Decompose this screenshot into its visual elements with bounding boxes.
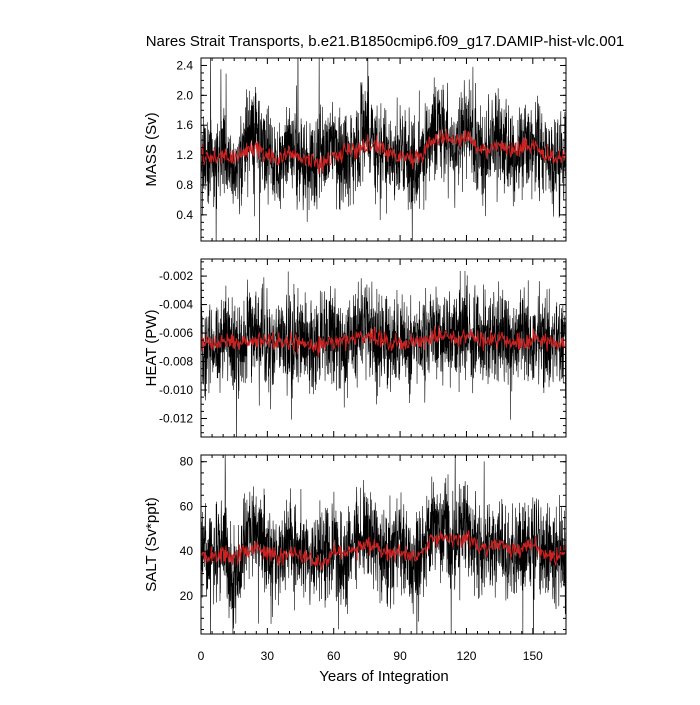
y-tick-label: -0.006 (159, 326, 193, 340)
series-line-smoothed (201, 530, 566, 572)
panel-1: 0.4 0.8 1.2 1.6 2.0 2.4 MASS (Sv) (143, 57, 567, 242)
series-line-raw (201, 455, 566, 634)
y-tick-label: 20 (180, 589, 194, 603)
y-tick-label: 80 (180, 455, 194, 469)
y-tick-label: 1.2 (176, 148, 193, 162)
series-line-raw (201, 58, 566, 241)
panel-3: 20 40 60 80 SALT (Sv*ppt) (143, 454, 567, 635)
x-tick-label: 30 (261, 649, 275, 663)
y-axis-label: HEAT (PW) (143, 310, 160, 387)
y-tick-label: 40 (180, 544, 194, 558)
chart-title: Nares Strait Transports, b.e21.B1850cmip… (146, 33, 625, 50)
x-tick-label: 150 (523, 649, 543, 663)
x-tick-label: 0 (198, 649, 205, 663)
y-tick-label: -0.008 (159, 355, 193, 369)
y-tick-label: 0.8 (176, 178, 193, 192)
y-tick-label: -0.004 (159, 298, 193, 312)
series-line-smoothed (201, 128, 566, 175)
y-tick-label: -0.010 (159, 383, 193, 397)
y-tick-label: -0.012 (159, 411, 193, 425)
x-tick-label: 60 (327, 649, 341, 663)
y-tick-label: -0.002 (159, 269, 193, 283)
y-tick-label: 0.4 (176, 208, 193, 222)
panel-frame (200, 454, 567, 635)
y-tick-label: 60 (180, 499, 194, 513)
y-axis-label: MASS (Sv) (143, 112, 160, 186)
x-tick-label: 90 (393, 649, 407, 663)
y-tick-label: 2.4 (176, 58, 193, 72)
x-axis-label: Years of Integration (319, 668, 449, 685)
series-line-smoothed (201, 325, 566, 357)
y-tick-label: 2.0 (176, 88, 193, 102)
panel-2: -0.012 -0.010 -0.008 -0.006 -0.004 -0.002 HEAT… (143, 258, 567, 438)
y-tick-label: 1.6 (176, 118, 193, 132)
y-axis-label: SALT (Sv*ppt) (143, 497, 160, 591)
series-line-raw (201, 270, 566, 437)
panel-frame (200, 258, 567, 438)
panel-frame (200, 57, 567, 242)
x-tick-label: 120 (456, 649, 476, 663)
